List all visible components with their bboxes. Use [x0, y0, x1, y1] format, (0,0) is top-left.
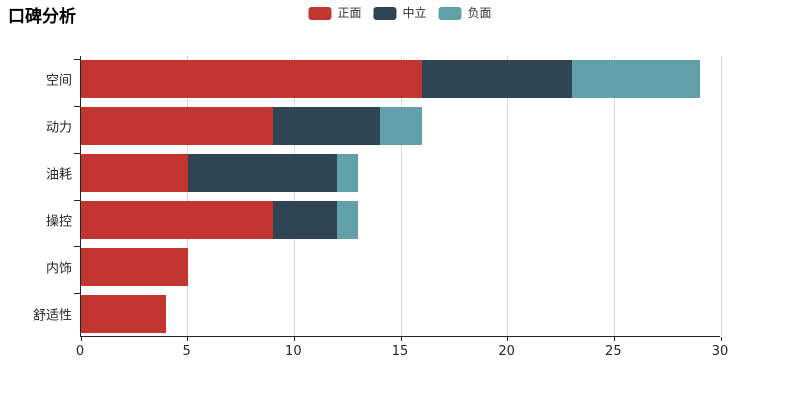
bar-segment-正面-内饰[interactable] [81, 247, 188, 286]
bar-segment-正面-空间[interactable] [81, 60, 423, 99]
y-axis-tick [74, 59, 80, 60]
plot-area [74, 56, 722, 341]
y-axis-tick [74, 293, 80, 295]
legend-item-正面[interactable]: 正面 [308, 7, 361, 20]
category-label-油耗: 油耗 [45, 167, 72, 183]
bar-segment-正面-操控[interactable] [81, 200, 273, 239]
legend-swatch-icon [438, 7, 462, 20]
category-label-内饰: 内饰 [45, 261, 72, 277]
legend-swatch-icon [308, 7, 332, 20]
y-axis-tick [74, 199, 80, 201]
gridline [507, 56, 509, 336]
x-tick-label: 30 [711, 344, 729, 359]
x-tick-label: 10 [285, 344, 302, 359]
x-axis-tick [80, 337, 82, 341]
bar-segment-正面-舒适性[interactable] [81, 294, 167, 333]
category-label-动力: 动力 [45, 120, 72, 136]
x-tick-label: 15 [391, 344, 409, 359]
gridline [720, 56, 722, 336]
legend-label: 正面 [337, 6, 362, 20]
gridline [293, 56, 295, 336]
category-label-空间: 空间 [45, 73, 72, 89]
gridline [187, 56, 189, 336]
bar-segment-中立-空间[interactable] [422, 60, 572, 99]
x-axis-tick [613, 337, 615, 341]
bar-segment-中立-油耗[interactable] [187, 154, 337, 193]
bar-segment-负面-动力[interactable] [379, 107, 423, 146]
x-tick-label: 20 [498, 344, 515, 359]
chart-title: 口碑分析 [8, 7, 76, 27]
y-axis-tick [74, 105, 80, 107]
bar-segment-负面-操控[interactable] [337, 200, 359, 239]
legend-label: 中立 [402, 6, 427, 20]
x-tick-label: 25 [605, 344, 622, 359]
bar-segment-正面-油耗[interactable] [81, 154, 188, 193]
bar-segment-中立-操控[interactable] [273, 200, 337, 239]
legend-item-负面[interactable]: 负面 [438, 6, 492, 20]
bar-segment-负面-空间[interactable] [571, 60, 700, 99]
legend-item-中立[interactable]: 中立 [373, 6, 427, 20]
x-axis-tick [187, 337, 189, 341]
x-axis-tick [293, 337, 295, 341]
bar-segment-中立-动力[interactable] [273, 107, 380, 146]
x-tick-label: 5 [182, 344, 191, 359]
legend-swatch-icon [373, 7, 397, 20]
category-label-舒适性: 舒适性 [32, 308, 72, 324]
gridline [400, 56, 402, 336]
x-axis-tick [400, 337, 402, 341]
legend: 正面 中立 负面 [308, 6, 492, 20]
x-axis-tick [720, 337, 722, 341]
bar-segment-负面-油耗[interactable] [337, 154, 359, 193]
x-axis-tick [507, 337, 509, 341]
bar-segment-正面-动力[interactable] [81, 107, 273, 146]
y-axis-tick [74, 152, 80, 154]
x-tick-label: 0 [75, 344, 85, 359]
gridline [613, 56, 615, 336]
y-axis-tick [74, 246, 80, 248]
category-label-操控: 操控 [45, 214, 72, 230]
legend-label: 负面 [467, 6, 492, 20]
